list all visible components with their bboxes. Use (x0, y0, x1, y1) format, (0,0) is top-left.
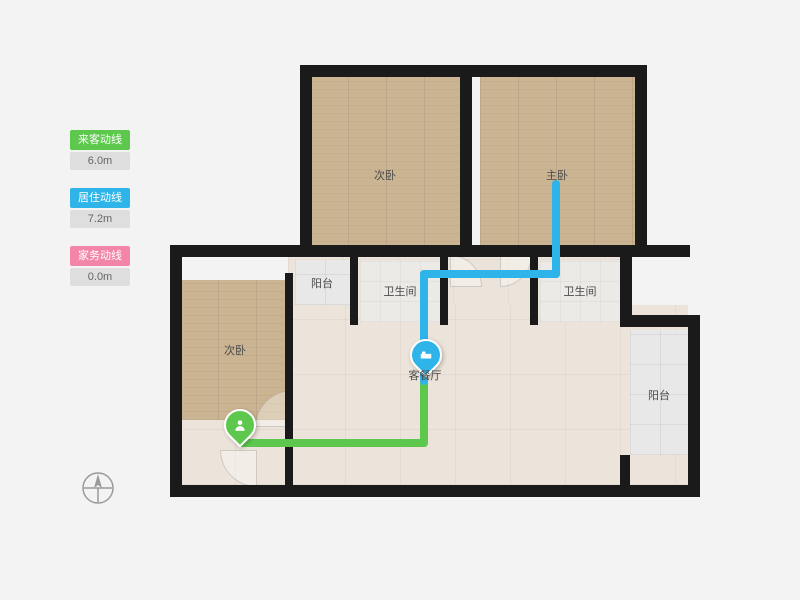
path-guest (420, 377, 428, 447)
wall (470, 65, 645, 77)
wall (460, 65, 472, 257)
wall (170, 245, 690, 257)
compass-icon (80, 470, 116, 506)
path-resident (420, 270, 560, 278)
wall (170, 245, 182, 495)
legend-distance-chore: 0.0m (70, 268, 130, 286)
wall (620, 455, 630, 487)
room-label-living: 客餐厅 (409, 367, 442, 383)
wall (688, 315, 700, 497)
wall (350, 255, 358, 325)
legend-item-resident: 居住动线 7.2m (70, 188, 130, 228)
room-label-balc_right: 阳台 (648, 387, 670, 403)
wall (300, 65, 312, 257)
legend-item-guest: 来客动线 6.0m (70, 130, 130, 170)
room-bed_top_left (310, 75, 460, 250)
legend-swatch-guest: 来客动线 (70, 130, 130, 150)
legend-distance-resident: 7.2m (70, 210, 130, 228)
legend-swatch-resident: 居住动线 (70, 188, 130, 208)
viewport: 来客动线 6.0m 居住动线 7.2m 家务动线 0.0m 客餐厅次卧主卧次卧阳… (0, 0, 800, 600)
room-label-bed_top_right: 主卧 (546, 167, 568, 183)
wall (635, 65, 647, 257)
room-label-balc_small: 阳台 (311, 275, 333, 291)
wall (440, 255, 448, 325)
room-label-bath_right: 卫生间 (564, 283, 597, 299)
wall (285, 425, 293, 487)
legend: 来客动线 6.0m 居住动线 7.2m 家务动线 0.0m (70, 130, 130, 304)
room-label-bed_left: 次卧 (224, 342, 246, 358)
legend-distance-guest: 6.0m (70, 152, 130, 170)
legend-swatch-chore: 家务动线 (70, 246, 130, 266)
room-label-bath_left: 卫生间 (384, 283, 417, 299)
wall (620, 245, 632, 327)
legend-item-chore: 家务动线 0.0m (70, 246, 130, 286)
wall (285, 273, 293, 433)
guest-marker-icon (224, 409, 252, 445)
wall (620, 315, 700, 327)
wall (530, 255, 538, 325)
path-guest (238, 439, 428, 447)
wall (300, 65, 470, 77)
room-label-bed_top_left: 次卧 (374, 167, 396, 183)
path-resident (552, 180, 560, 278)
floor-plan: 客餐厅次卧主卧次卧阳台卫生间卫生间阳台 (160, 45, 700, 555)
